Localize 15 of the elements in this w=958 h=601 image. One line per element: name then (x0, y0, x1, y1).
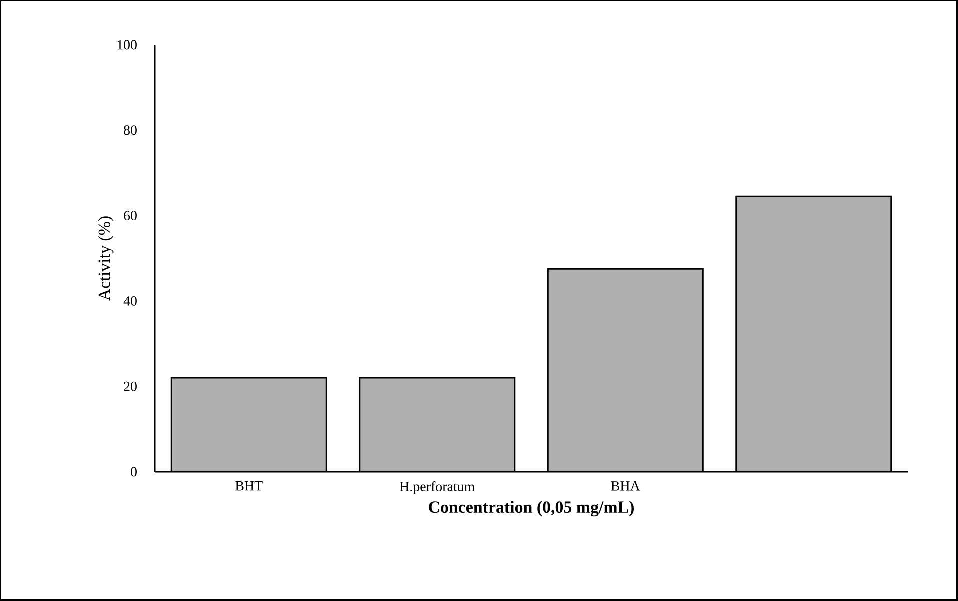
y-tick-label: 100 (118, 40, 137, 50)
x-tick-label: BHA (611, 482, 640, 491)
y-tick-label: 80 (124, 126, 137, 136)
y-axis-title: Activity (%) (98, 216, 114, 301)
x-axis-title: Concentration (0,05 mg/mL) (429, 501, 634, 517)
y-tick-label: 0 (131, 467, 137, 477)
y-tick-label: 20 (124, 382, 137, 392)
x-tick-label: BHT (236, 482, 263, 491)
bar (360, 378, 515, 472)
bar (736, 196, 892, 472)
y-tick-label: 40 (124, 296, 137, 306)
bar (548, 269, 704, 472)
y-tick-label: 60 (124, 211, 137, 221)
x-tick-label: H.perforatum (400, 482, 475, 494)
bar (172, 378, 327, 472)
